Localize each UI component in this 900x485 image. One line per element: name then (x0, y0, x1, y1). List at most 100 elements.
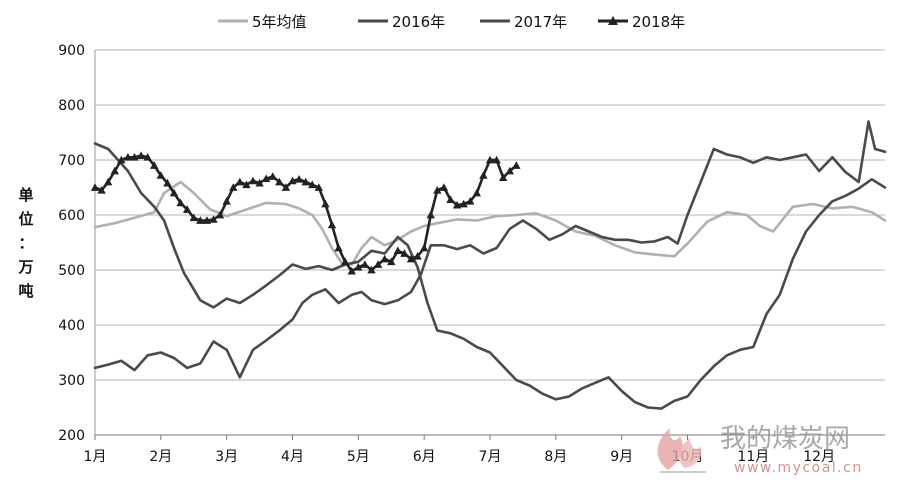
series-point (235, 177, 245, 186)
series-point (255, 178, 264, 187)
series-point (215, 210, 225, 219)
x-tick-label: 7月 (479, 449, 502, 465)
legend-marker (608, 16, 618, 25)
x-tick-label: 4月 (281, 449, 304, 465)
series-point (505, 166, 514, 175)
x-tick-label: 1月 (84, 449, 107, 465)
series-point (340, 257, 350, 266)
series-point (301, 177, 310, 186)
series-point (143, 153, 152, 161)
series-point (419, 243, 429, 252)
series-point (314, 183, 324, 191)
series-point (248, 176, 258, 185)
legend-item: 2016年 (358, 13, 445, 31)
y-tick-label: 900 (58, 43, 85, 59)
series-point (275, 177, 284, 186)
y-tick-label: 700 (58, 153, 85, 169)
series-point (261, 174, 271, 183)
y-axis-title-char: 万 (17, 258, 33, 276)
watermark-brand: 我的煤炭网 (720, 424, 850, 454)
series-point (347, 266, 356, 275)
series-point (479, 171, 488, 179)
series-point (189, 213, 198, 222)
series-point (169, 188, 179, 197)
series-point (163, 178, 172, 187)
x-tick-label: 2月 (149, 449, 172, 465)
y-tick-label: 300 (58, 373, 85, 389)
legend-label: 2016年 (392, 13, 445, 31)
series-point (472, 188, 482, 197)
series-point (103, 177, 113, 186)
y-tick-label: 200 (58, 428, 85, 444)
series-point (406, 254, 416, 263)
series-point (176, 198, 185, 207)
series-point (321, 199, 330, 208)
series-point (97, 186, 106, 194)
y-axis-title-char: 吨 (18, 282, 33, 300)
legend-item: 2018年 (598, 13, 685, 31)
legend-label: 2017年 (514, 13, 567, 31)
series-point (209, 215, 218, 223)
series-line (93, 180, 887, 266)
series-1 (93, 142, 887, 410)
x-tick-label: 9月 (610, 449, 633, 465)
x-tick-label: 5月 (347, 449, 370, 465)
series-point (393, 246, 403, 255)
series-point (459, 199, 468, 208)
series-point (242, 180, 251, 189)
series-point (354, 263, 363, 271)
series-point (327, 220, 337, 229)
series-point (492, 155, 501, 164)
series-0 (93, 180, 887, 266)
series-point (373, 260, 383, 268)
series-point (268, 172, 277, 180)
series-point (110, 166, 119, 175)
series-point (196, 216, 205, 224)
y-tick-label: 600 (58, 208, 85, 224)
series-point (334, 243, 343, 252)
x-tick-label: 12月 (803, 449, 835, 465)
legend-label: 2018年 (632, 13, 685, 31)
series-point (229, 183, 238, 191)
series-point (485, 155, 495, 164)
grid-lines (94, 49, 885, 436)
y-axis-title-char: 单 (18, 186, 33, 204)
series-point (387, 257, 396, 266)
series-point (123, 153, 133, 161)
flame-logo-icon (657, 428, 706, 473)
x-tick-label: 6月 (413, 449, 436, 465)
series-point (360, 260, 370, 268)
y-axis-title-char: 位 (18, 210, 33, 228)
series-point (512, 161, 521, 169)
x-tick-label: 11月 (737, 449, 769, 465)
series-point (150, 161, 159, 169)
series-point (380, 254, 389, 263)
series-point (281, 183, 291, 191)
watermark-url: www.mycoal.cn (734, 460, 863, 476)
x-axis-ticks: 1月2月3月4月5月6月7月8月9月10月11月12月 (84, 435, 835, 465)
series-point (182, 205, 192, 213)
series-point (136, 151, 146, 159)
series-point (452, 200, 462, 209)
series-point (156, 171, 166, 179)
series-point (130, 153, 139, 161)
series-line (93, 142, 887, 410)
series-group (90, 120, 887, 410)
series-point (294, 175, 304, 183)
legend-label: 5年均值 (252, 13, 307, 31)
series-3 (90, 151, 521, 275)
series-point (117, 155, 126, 164)
x-tick-label: 3月 (215, 449, 238, 465)
watermark: 我的煤炭网 www.mycoal.cn (657, 424, 863, 476)
series-point (433, 186, 442, 194)
series-point (288, 176, 297, 185)
series-point (439, 183, 449, 191)
series-point (90, 183, 100, 191)
series-point (413, 252, 422, 260)
y-axis-ticks: 900 800 700 600 500 400 300 200 (58, 43, 85, 444)
y-tick-label: 400 (58, 318, 85, 334)
legend-item: 2017年 (480, 13, 567, 31)
series-point (466, 197, 475, 205)
y-axis-title-char: ： (18, 234, 33, 252)
series-2 (93, 120, 887, 379)
